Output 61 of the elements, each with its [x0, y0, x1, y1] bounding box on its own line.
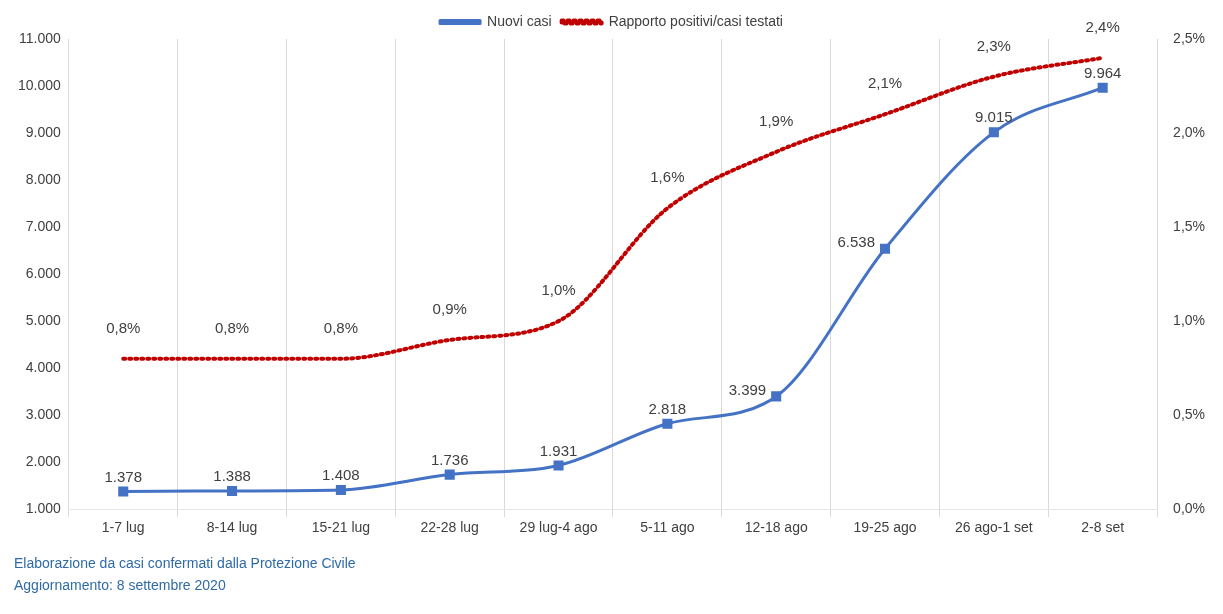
data-label: 6.538: [837, 232, 876, 250]
data-label: 1.388: [213, 467, 251, 485]
point: [988, 127, 999, 138]
legend-label: Nuovi casi: [487, 12, 552, 29]
x-tick-label: 29 lug-4 ago: [519, 519, 598, 536]
y-tick-label: 7.000: [25, 217, 62, 234]
data-label: 2,3%: [976, 36, 1011, 54]
y-tick-label: 5.000: [25, 311, 62, 328]
data-label: 1.736: [430, 450, 469, 468]
point: [118, 486, 129, 497]
data-label: 1,6%: [650, 168, 685, 186]
y-tick-label: 8.000: [25, 170, 62, 187]
x-tick-label: 12-18 ago: [744, 519, 808, 536]
data-label: 1,0%: [541, 281, 576, 299]
x-tick-label: 15-21 lug: [311, 519, 371, 536]
point: [1097, 82, 1108, 93]
point: [879, 243, 891, 254]
x-tick-label: 1-7 lug: [101, 519, 145, 536]
point: [771, 391, 782, 402]
data-label: 2,4%: [1085, 17, 1120, 35]
x-tick-label: 26 ago-1 set: [954, 519, 1033, 536]
y-tick-label: 4.000: [25, 359, 62, 375]
y-tick-label: 3.000: [25, 406, 62, 423]
point: [444, 469, 455, 480]
y-tick-label: 1.000: [25, 500, 62, 517]
data-label: 1.931: [539, 441, 578, 459]
data-label: 1,9%: [759, 111, 794, 129]
data-label: 0,9%: [432, 300, 467, 318]
y2-tick-label: 2,0%: [1173, 123, 1206, 140]
x-tick-label: 2-8 set: [1081, 519, 1125, 536]
x-tick-label: 5-11 ago: [640, 519, 695, 536]
text: Elaborazione da casi confermati dalla Protezione Civile: [14, 554, 356, 573]
data-label: 2,1%: [867, 74, 903, 92]
data-label: 0,8%: [323, 318, 358, 336]
legend-label: Rapporto positivi/casi testati: [608, 12, 783, 29]
y-tick-label: 9.000: [25, 123, 62, 140]
y-tick-label: 11.000: [19, 29, 62, 46]
text: Aggiornamento: 8 settembre 2020: [14, 576, 227, 595]
x-tick-label: 8-14 lug: [206, 519, 258, 536]
data-label: 1.408: [322, 466, 360, 484]
y2-tick-label: 2,5%: [1173, 29, 1206, 46]
data-label: 3.399: [728, 380, 767, 398]
x-tick-label: 19-25 ago: [853, 519, 917, 536]
y2-tick-label: 0,0%: [1173, 500, 1206, 517]
data-label: 1.378: [104, 467, 143, 485]
point: [227, 485, 238, 496]
y-tick-label: 6.000: [25, 264, 62, 281]
data-label: 9.015: [975, 108, 1013, 126]
point: [335, 484, 346, 496]
data-label: 0,8%: [106, 318, 141, 336]
y-tick-label: 2.000: [25, 453, 62, 470]
y-tick-label: 10.000: [17, 76, 62, 93]
data-label: 2.818: [648, 399, 687, 417]
point: [553, 460, 564, 471]
point: [662, 418, 673, 429]
y2-tick-label: 1,0%: [1173, 311, 1206, 328]
data-label: 9.964: [1083, 63, 1122, 81]
data-label: 0,8%: [214, 318, 250, 336]
y2-tick-label: 0,5%: [1173, 406, 1206, 423]
x-tick-label: 22-28 lug: [420, 519, 479, 536]
y2-tick-label: 1,5%: [1173, 217, 1206, 234]
